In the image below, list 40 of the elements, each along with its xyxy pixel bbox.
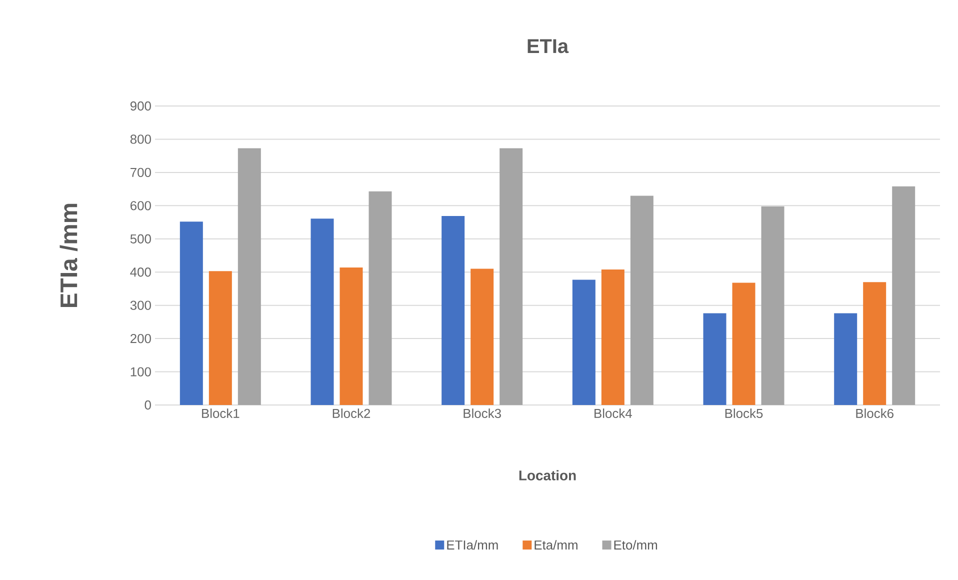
y-tick-label: 500	[130, 234, 151, 244]
y-tick-label: 300	[130, 300, 151, 310]
x-tick-label: Block6	[856, 408, 894, 418]
y-axis-title: ETIa /mm	[60, 204, 78, 308]
y-tick-label: 200	[130, 334, 151, 344]
x-axis-title: Location	[519, 470, 576, 480]
y-tick-label: 0	[144, 400, 151, 410]
bar	[863, 282, 886, 405]
bar	[310, 218, 334, 405]
bar	[834, 313, 858, 405]
x-tick-label: Block1	[202, 408, 240, 418]
bar	[761, 206, 784, 405]
bar	[368, 191, 392, 405]
y-tick-label: 100	[130, 367, 151, 376]
x-tick-label: Block3	[464, 408, 501, 418]
y-tick-label: 700	[130, 168, 151, 178]
y-tick-label: 400	[130, 268, 151, 277]
x-tick-label: Block4	[594, 408, 632, 418]
bar	[340, 267, 363, 405]
bar	[630, 196, 654, 405]
bar	[703, 313, 726, 405]
y-tick-label: 800	[130, 134, 151, 144]
bar	[732, 282, 756, 405]
chart-title: ETIa	[528, 39, 569, 54]
legend-label: ETIa/mm	[447, 540, 498, 550]
y-tick-label: 900	[130, 101, 151, 111]
bar	[208, 271, 232, 405]
bar	[470, 268, 494, 405]
bar	[238, 148, 261, 405]
bar	[892, 186, 916, 405]
legend-label: Eta/mm	[534, 540, 578, 550]
x-tick-label: Block2	[332, 408, 370, 418]
x-tick-label: Block5	[725, 408, 763, 418]
bar	[180, 222, 203, 405]
legend-label: Eto/mm	[614, 540, 658, 550]
bar	[601, 269, 624, 405]
bar	[500, 148, 523, 405]
y-tick-label: 600	[130, 201, 151, 210]
bar	[442, 216, 465, 405]
bar	[572, 280, 596, 405]
